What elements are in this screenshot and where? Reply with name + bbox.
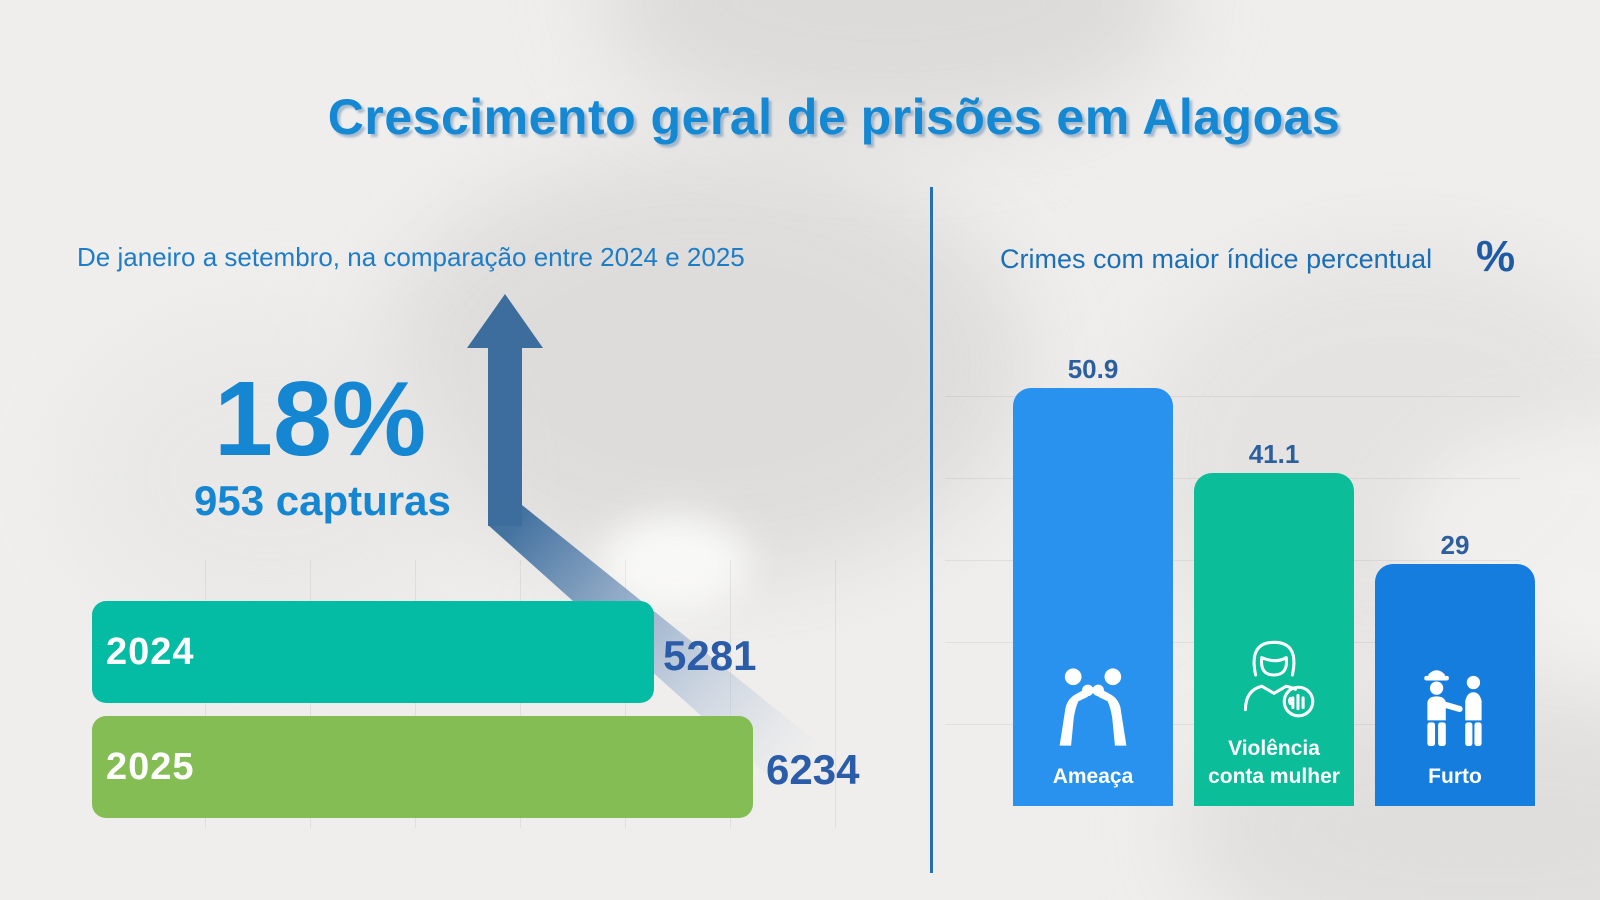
background-blob (600, 515, 750, 610)
right-header: Crimes com maior índice percentual (1000, 244, 1433, 274)
percent-symbol: % (1476, 232, 1516, 281)
argument-people-icon (1045, 666, 1141, 751)
bar-2024: 2024 (92, 601, 654, 703)
bar-violencia-label-line1: Violência (1228, 737, 1320, 761)
background-blob (70, 320, 470, 630)
bar-ameaca-label: Ameaça (1052, 764, 1134, 788)
bar-violencia-value: 41.1 (1248, 439, 1300, 469)
bar-ameaca-value: 50.9 (1067, 354, 1119, 384)
growth-caption: 953 capturas (194, 477, 451, 524)
bar-furto-label: Furto (1428, 764, 1482, 788)
bar-2024-label: 2024 (106, 630, 195, 673)
bar-violencia-label-line2: conta mulher (1208, 764, 1340, 788)
bar-furto-value: 29 (1440, 530, 1470, 560)
bar-2025-value: 6234 (766, 746, 860, 793)
bar-violencia-label: Violência conta mulher (1208, 735, 1340, 790)
bar-2024-value: 5281 (663, 632, 757, 679)
page-title: Crescimento geral de prisões em Alagoas (327, 89, 1341, 145)
left-subtitle: De janeiro a setembro, na comparação ent… (77, 242, 745, 272)
gridline (835, 560, 836, 828)
police-arrest-icon (1411, 662, 1499, 751)
growth-percent: 18% (214, 360, 427, 478)
bar-2025-label: 2025 (106, 745, 195, 788)
bar-violencia: Violência conta mulher (1194, 473, 1354, 806)
section-divider (930, 187, 933, 873)
bar-furto: Furto (1375, 564, 1535, 806)
gridline (945, 396, 1520, 397)
woman-stop-hand-icon (1225, 634, 1323, 723)
bar-2025: 2025 (92, 716, 753, 818)
bar-ameaca: Ameaça (1013, 388, 1173, 806)
